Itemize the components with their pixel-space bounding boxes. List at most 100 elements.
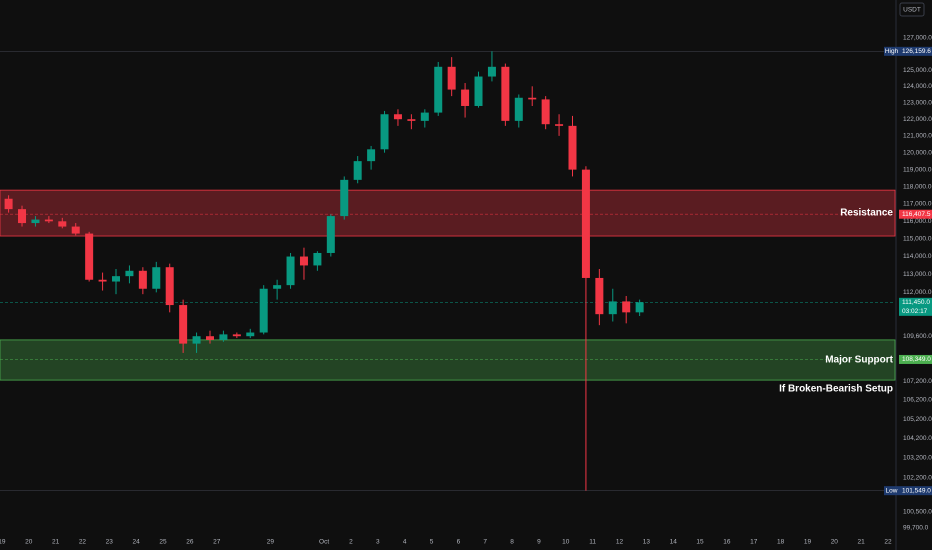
x-tick-label: 20 — [831, 539, 839, 546]
x-tick-label: 29 — [267, 539, 275, 546]
x-tick-label: 7 — [483, 539, 487, 546]
x-tick-label: 8 — [510, 539, 514, 546]
candle-body — [340, 179, 349, 217]
x-tick-label: 23 — [106, 539, 114, 546]
candle-body — [555, 124, 564, 126]
candle-body — [286, 256, 295, 286]
y-tick-label: 123,000.0 — [903, 99, 932, 106]
zone — [0, 189, 896, 237]
y-tick-label: 109,600.0 — [903, 333, 932, 340]
y-tick-label: 115,000.0 — [903, 236, 932, 243]
x-tick-label: 16 — [723, 539, 731, 546]
x-tick-label: 12 — [616, 539, 624, 546]
y-tick-label: 127,000.0 — [903, 35, 932, 42]
candle-body — [622, 301, 631, 313]
x-tick-label: 19 — [804, 539, 812, 546]
zone — [0, 339, 896, 381]
y-tick-label: 125,000.0 — [903, 67, 932, 74]
candle-body — [205, 336, 214, 340]
zone-label: Major Support — [825, 355, 893, 366]
candle-body — [608, 301, 617, 315]
candle-body — [313, 252, 322, 266]
candle-body — [138, 270, 147, 289]
candle-body — [85, 233, 94, 280]
y-tick-label: 104,200.0 — [903, 435, 932, 442]
y-tick-label: 117,000.0 — [903, 201, 932, 208]
candle-body — [152, 267, 161, 289]
candle-body — [232, 334, 241, 337]
x-tick-label: 25 — [159, 539, 167, 546]
y-tick-label: 113,000.0 — [903, 271, 932, 278]
currency-box[interactable] — [899, 2, 925, 17]
y-tick-label: 116,000.0 — [903, 218, 932, 225]
candle-body — [461, 89, 470, 106]
candle-body — [98, 279, 107, 282]
x-tick-label: 15 — [696, 539, 704, 546]
zone-note: If Broken-Bearish Setup — [779, 384, 893, 395]
x-tick-label: 13 — [643, 539, 651, 546]
candle-body — [326, 216, 335, 253]
candle-body — [219, 334, 228, 340]
candle-body — [501, 66, 510, 121]
x-tick-label: 4 — [403, 539, 407, 546]
x-tick-label: 10 — [562, 539, 570, 546]
candle-body — [125, 270, 134, 277]
candle-body — [434, 66, 443, 113]
candle-body — [246, 332, 255, 337]
price-tag-value: 111,450.0 — [902, 299, 930, 306]
price-tag — [899, 297, 932, 316]
y-tick-label: 102,200.0 — [903, 474, 932, 481]
x-tick-label: 11 — [589, 539, 596, 546]
candle-body — [18, 209, 27, 224]
candle-body — [447, 66, 456, 90]
candle-body — [179, 305, 188, 344]
x-tick-label: 6 — [457, 539, 461, 546]
x-tick-label: 19 — [0, 539, 6, 546]
x-tick-label: 9 — [537, 539, 541, 546]
price-tag — [899, 354, 932, 364]
x-tick-label: 18 — [777, 539, 785, 546]
candle-body — [407, 119, 416, 121]
price-tag-name: Low — [886, 487, 898, 494]
y-tick-label: 118,000.0 — [903, 183, 932, 190]
zone-label: Resistance — [840, 208, 893, 219]
price-tag-name-box — [884, 46, 899, 56]
price-tag-countdown: 03:02:17 — [902, 308, 928, 315]
candle-body — [393, 114, 402, 120]
candle-body — [273, 285, 282, 289]
x-tick-label: 22 — [884, 539, 892, 546]
candle-body — [474, 76, 483, 106]
candle-body — [581, 169, 590, 278]
y-tick-label: 114,000.0 — [903, 253, 932, 260]
currency[interactable]: USDT — [903, 7, 921, 14]
price-tag-value: 101,549.0 — [902, 487, 931, 494]
candle-body — [367, 149, 376, 162]
price-tag-value: 108,349.0 — [902, 356, 931, 363]
x-tick-label: Oct — [319, 539, 329, 546]
candle-body — [31, 219, 40, 224]
price-tag-name: High — [885, 48, 899, 55]
price-tag — [899, 209, 932, 219]
y-tick-label: 112,000.0 — [903, 289, 932, 296]
y-tick-label: 100,500.0 — [903, 508, 932, 515]
y-tick-label: 124,000.0 — [903, 83, 932, 90]
candle-body — [353, 161, 362, 180]
candle-body — [528, 97, 537, 100]
y-tick-label: 119,000.0 — [903, 166, 932, 173]
price-tag-value: 126,159.6 — [902, 48, 931, 55]
candle-body — [165, 267, 174, 306]
candle-body — [514, 97, 523, 121]
y-tick-label: 106,200.0 — [903, 397, 932, 404]
candle-body — [568, 125, 577, 170]
x-tick-label: 20 — [25, 539, 33, 546]
candle-body — [44, 219, 53, 222]
x-tick-label: 26 — [186, 539, 194, 546]
y-tick-label: 105,200.0 — [903, 416, 932, 423]
candle-body — [4, 198, 13, 210]
candle-body — [259, 288, 268, 333]
candle-body — [71, 226, 80, 234]
candle-body — [487, 66, 496, 77]
candle-body — [541, 99, 550, 125]
x-tick-label: 22 — [79, 539, 87, 546]
